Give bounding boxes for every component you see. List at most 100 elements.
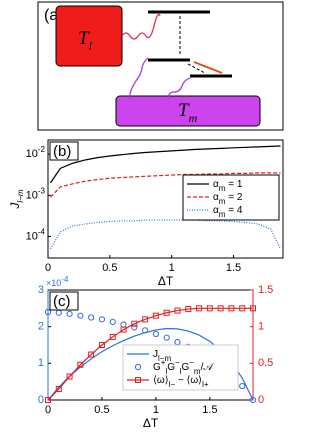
legend-label: ⟨ω⟩l− − ⟨ω⟩l+: [153, 375, 209, 389]
point: [239, 305, 246, 312]
label-part: -4: [61, 275, 69, 284]
label-part: J: [153, 349, 158, 360]
hot-main: T: [78, 28, 90, 49]
point: [217, 305, 224, 312]
legend-marker: [134, 363, 142, 371]
point: [196, 305, 203, 312]
label-part: − ⟨ω⟩: [175, 375, 202, 386]
legend-label: Jl−m: [153, 349, 171, 363]
label-part: α: [213, 205, 219, 216]
label-part: l: [180, 367, 182, 376]
cold-label: Tm: [178, 100, 198, 124]
label-part: ×10: [46, 278, 61, 288]
y2-tick-label: 1: [258, 321, 264, 333]
point: [109, 318, 116, 325]
y2-tick-label: 1.5: [258, 284, 273, 296]
point: [66, 373, 73, 380]
point: [131, 324, 138, 331]
hot-label: Tl: [78, 28, 93, 52]
photon: [129, 57, 149, 101]
figure: (a) Tl Tm 0 0.5 1 1.5ΔT10-410-310-2Jl−m(b)α…: [8, 1, 284, 430]
series-line: [49, 145, 281, 184]
series-line: [50, 172, 281, 198]
y-tick-label: 2: [38, 321, 44, 333]
panel-a: (a) Tl Tm: [37, 1, 284, 131]
label-part: = 1: [225, 179, 242, 190]
point: [163, 334, 170, 341]
point: [77, 312, 84, 319]
point: [98, 316, 106, 323]
label-part: G: [167, 362, 175, 373]
point: [44, 308, 52, 316]
point: [98, 342, 105, 348]
series-line: [49, 219, 282, 250]
label-part: m: [219, 197, 226, 206]
x-tick-label: 0: [45, 262, 51, 274]
legend-marker: [135, 377, 141, 383]
point: [88, 314, 95, 321]
tick-exponent: -2: [38, 145, 46, 154]
y-tick-label: 1: [38, 357, 44, 369]
label-part: l−: [169, 380, 176, 389]
axis-multiplier: ×10-4: [46, 275, 69, 289]
panel-label-box: [49, 291, 79, 311]
point: [163, 309, 170, 316]
point: [66, 310, 73, 317]
label-part: J: [8, 202, 22, 210]
transition: [193, 61, 223, 74]
point: [152, 330, 159, 338]
y-tick-label: 3: [38, 284, 44, 296]
point: [120, 326, 127, 333]
y-tick-label: 0: [38, 394, 44, 406]
legend-label: αm = 1: [213, 179, 243, 193]
point: [249, 396, 257, 404]
y-axis-label: Jl−m: [8, 189, 24, 209]
legend-box: [122, 344, 239, 391]
y2-tick-label: 0: [258, 394, 264, 406]
label-part: −: [175, 358, 180, 367]
point: [228, 305, 235, 312]
label-part: = 4: [225, 205, 242, 216]
photon: [167, 77, 191, 101]
x-tick-label: 1.5: [226, 262, 241, 274]
label-part: G: [181, 362, 189, 373]
label-part: +: [161, 358, 166, 367]
legend-label: G+lG−lG−m/𝒜: [153, 358, 214, 376]
label-part: l−m: [16, 189, 25, 202]
label-part: l−m: [158, 354, 171, 363]
photon: [121, 13, 161, 40]
x-tick-label: 1: [153, 404, 159, 416]
y-tick-label: 10-3: [26, 186, 46, 201]
point: [77, 361, 84, 368]
tick-exponent: -4: [38, 227, 46, 236]
y-tick-label: 10-4: [26, 227, 46, 242]
label-part: α: [213, 192, 219, 203]
point: [174, 307, 181, 314]
legend-label: αm = 2: [213, 192, 243, 206]
x-tick-label: 0.5: [102, 262, 117, 274]
label-part: m: [219, 184, 226, 193]
point: [250, 305, 256, 312]
point: [185, 306, 192, 313]
label-part: G: [153, 362, 161, 373]
tick-base: 10: [26, 230, 38, 242]
y2-tick-label: 0.5: [258, 357, 273, 369]
panel-label: (c): [53, 293, 71, 310]
x-axis-label: ΔT: [158, 274, 174, 288]
label-part: m: [219, 210, 226, 219]
point: [131, 320, 138, 327]
label-part: ⟨ω⟩: [153, 375, 169, 386]
hot-sub: l: [89, 39, 93, 53]
panel-label-box: [49, 141, 79, 161]
x-tick-label: 1.5: [202, 404, 217, 416]
point: [239, 382, 246, 390]
tick-base: 10: [26, 189, 38, 201]
point: [142, 316, 149, 323]
point: [55, 386, 62, 392]
tick-exponent: -3: [38, 186, 46, 195]
tick-base: 10: [26, 148, 38, 160]
series-line: [47, 307, 253, 401]
point: [206, 305, 213, 312]
label-part: /𝒜: [201, 362, 215, 373]
cold-main: T: [178, 100, 190, 121]
